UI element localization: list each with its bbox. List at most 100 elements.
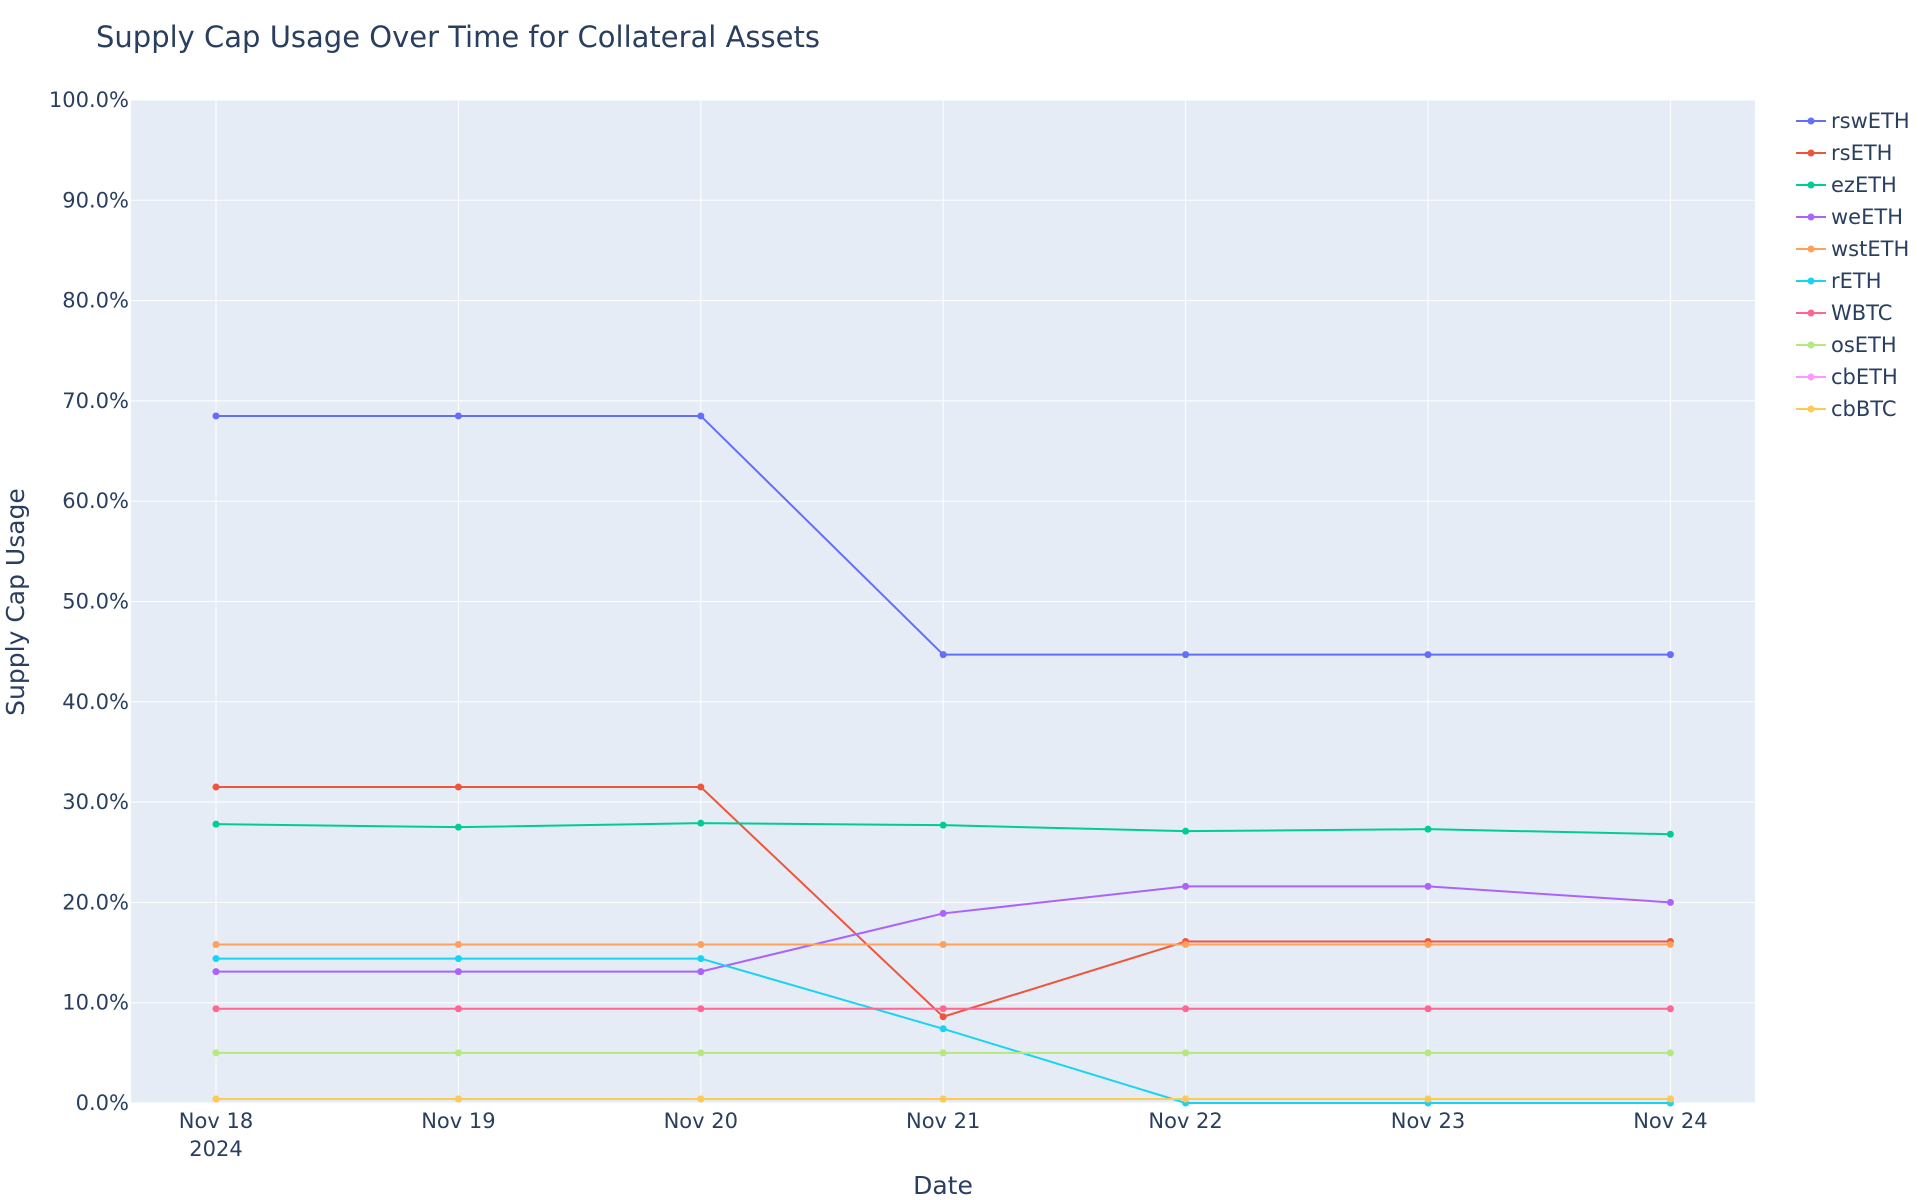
- data-point: [939, 1049, 947, 1057]
- legend-label: wstETH: [1831, 237, 1909, 261]
- data-point: [212, 941, 220, 949]
- data-point: [697, 1049, 705, 1057]
- series-layer: [212, 412, 1674, 1107]
- data-point: [939, 651, 947, 659]
- data-point: [1424, 651, 1432, 659]
- data-point: [1182, 1005, 1190, 1013]
- legend-label: cbETH: [1831, 365, 1898, 389]
- legend-item-rETH[interactable]: rETH: [1796, 269, 1882, 293]
- legend-swatch-marker: [1807, 149, 1815, 157]
- legend-swatch-marker: [1807, 181, 1815, 189]
- x-tick-label: Nov 24: [1633, 1109, 1707, 1133]
- legend-item-wstETH[interactable]: wstETH: [1796, 237, 1909, 261]
- data-point: [939, 909, 947, 917]
- data-point: [212, 412, 220, 420]
- data-point: [697, 968, 705, 976]
- legend-swatch-marker: [1807, 277, 1815, 285]
- y-tick-label: 0.0%: [76, 1091, 129, 1115]
- data-point: [1182, 882, 1190, 890]
- y-tick-label: 10.0%: [62, 991, 129, 1015]
- legend-swatch-marker: [1807, 341, 1815, 349]
- data-point: [454, 1049, 462, 1057]
- data-point: [454, 955, 462, 963]
- data-point: [212, 955, 220, 963]
- series-osETH: [212, 1049, 1674, 1057]
- data-point: [939, 821, 947, 829]
- data-point: [1424, 1005, 1432, 1013]
- data-point: [697, 1005, 705, 1013]
- x-tick-label: Nov 20: [664, 1109, 738, 1133]
- x-tick-label: Nov 19: [421, 1109, 495, 1133]
- data-point: [697, 1095, 705, 1103]
- series-ezETH: [212, 819, 1674, 838]
- legend-item-weETH[interactable]: weETH: [1796, 205, 1903, 229]
- data-point: [1666, 1095, 1674, 1103]
- x-tick-label: Nov 23: [1391, 1109, 1465, 1133]
- legend-item-rswETH[interactable]: rswETH: [1796, 109, 1910, 133]
- legend-swatch-marker: [1807, 373, 1815, 381]
- y-tick-label: 100.0%: [49, 88, 129, 112]
- data-point: [212, 1095, 220, 1103]
- y-tick-label: 30.0%: [62, 790, 129, 814]
- data-point: [1424, 882, 1432, 890]
- data-point: [454, 1095, 462, 1103]
- y-tick-label: 80.0%: [62, 289, 129, 313]
- data-point: [212, 968, 220, 976]
- data-point: [1182, 1095, 1190, 1103]
- chart-title: Supply Cap Usage Over Time for Collatera…: [96, 20, 820, 54]
- y-tick-label: 50.0%: [62, 590, 129, 614]
- data-point: [939, 1095, 947, 1103]
- legend-label: ezETH: [1831, 173, 1897, 197]
- legend-item-ezETH[interactable]: ezETH: [1796, 173, 1897, 197]
- y-tick-label: 20.0%: [62, 890, 129, 914]
- legend: rswETH rsETH ezETH weETH wstETH rETH WBTC osETH…: [1796, 109, 1910, 421]
- data-point: [1182, 827, 1190, 835]
- data-point: [1666, 898, 1674, 906]
- x-tick-label: Nov 21: [906, 1109, 980, 1133]
- data-point: [1666, 1049, 1674, 1057]
- legend-item-cbBTC[interactable]: cbBTC: [1796, 397, 1897, 421]
- y-axis-title: Supply Cap Usage: [1, 488, 30, 716]
- data-point: [212, 783, 220, 791]
- data-point: [939, 1005, 947, 1013]
- data-point: [454, 783, 462, 791]
- legend-swatch-marker: [1807, 245, 1815, 253]
- x-tick-label: Nov 22: [1148, 1109, 1222, 1133]
- data-point: [697, 955, 705, 963]
- data-point: [1424, 1095, 1432, 1103]
- legend-swatch-marker: [1807, 213, 1815, 221]
- legend-label: weETH: [1831, 205, 1903, 229]
- data-point: [939, 1025, 947, 1033]
- data-point: [939, 1013, 947, 1021]
- series-rswETH: [212, 412, 1674, 659]
- data-point: [212, 820, 220, 828]
- legend-item-osETH[interactable]: osETH: [1796, 333, 1897, 357]
- legend-swatch-marker: [1807, 405, 1815, 413]
- legend-swatch-marker: [1807, 309, 1815, 317]
- data-point: [697, 819, 705, 827]
- y-axis-ticks: 0.0% 10.0% 20.0% 30.0% 40.0% 50.0% 60.0% 70.0% 8…: [49, 88, 129, 1115]
- legend-label: rsETH: [1831, 141, 1892, 165]
- legend-label: cbBTC: [1831, 397, 1897, 421]
- data-point: [697, 941, 705, 949]
- data-point: [1666, 651, 1674, 659]
- data-point: [454, 968, 462, 976]
- legend-label: rETH: [1831, 269, 1882, 293]
- legend-label: rswETH: [1831, 109, 1910, 133]
- x-tick-label: Nov 18: [179, 1109, 253, 1133]
- legend-item-WBTC[interactable]: WBTC: [1796, 301, 1892, 325]
- y-tick-label: 70.0%: [62, 389, 129, 413]
- series-cbBTC: [212, 1095, 1674, 1103]
- data-point: [1182, 1049, 1190, 1057]
- data-point: [1666, 830, 1674, 838]
- legend-item-cbETH[interactable]: cbETH: [1796, 365, 1898, 389]
- legend-label: WBTC: [1831, 301, 1892, 325]
- data-point: [454, 941, 462, 949]
- x-axis-title: Date: [913, 1171, 973, 1200]
- data-point: [939, 941, 947, 949]
- legend-label: osETH: [1831, 333, 1897, 357]
- legend-swatch-marker: [1807, 117, 1815, 125]
- series-wstETH: [212, 941, 1674, 949]
- legend-item-rsETH[interactable]: rsETH: [1796, 141, 1892, 165]
- grid: [131, 99, 1755, 1104]
